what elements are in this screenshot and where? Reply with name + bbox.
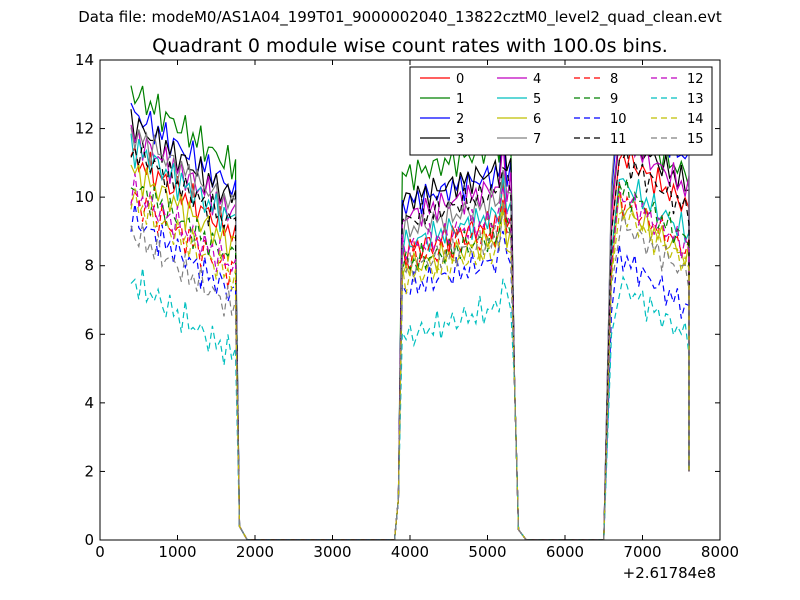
x-tick-label: 5000 [468,543,506,561]
figure-suptitle: Data file: modeM0/AS1A04_199T01_90000020… [78,8,722,26]
series-line-14 [130,188,690,540]
y-tick-label: 6 [84,325,94,343]
x-offset-label: +2.61784e8 [623,564,716,582]
legend-label: 13 [687,92,704,107]
legend-label: 14 [687,112,704,127]
x-tick-label: 6000 [546,543,584,561]
legend-label: 7 [533,132,541,147]
legend-label: 0 [456,72,464,87]
legend-label: 12 [687,72,704,87]
legend-label: 15 [687,132,704,147]
legend-label: 6 [533,112,541,127]
legend-box [409,66,713,156]
y-tick-label: 0 [84,531,94,549]
chart-title: Quadrant 0 module wise count rates with … [152,35,668,57]
y-tick-label: 2 [84,462,94,480]
series-line-9 [130,178,690,540]
legend-label: 4 [533,72,541,87]
legend-label: 5 [533,92,541,107]
legend-label: 2 [456,112,464,127]
legend-label: 1 [456,92,464,107]
legend-label: 10 [610,112,627,127]
y-tick-label: 4 [84,394,94,412]
x-tick-label: 0 [95,543,105,561]
y-tick-label: 10 [75,188,94,206]
series-line-8 [130,181,690,540]
legend-label: 3 [456,132,464,147]
y-tick-label: 8 [84,257,94,275]
legend-label: 11 [610,132,627,147]
legend-label: 9 [610,92,618,107]
axes-layer: 0 1000 2000 3000 4000 5000 6000 7000 80000246810… [75,51,739,561]
series-line-15 [130,202,690,540]
x-tick-label: 4000 [391,543,429,561]
series-line-12 [130,173,690,540]
x-tick-label: 8000 [701,543,739,561]
y-tick-label: 12 [75,120,94,138]
series-line-11 [130,142,690,540]
x-tick-label: 1000 [158,543,196,561]
x-tick-label: 7000 [623,543,661,561]
legend-label: 8 [610,72,618,87]
series-line-5 [130,133,690,540]
x-tick-label: 3000 [313,543,351,561]
x-tick-label: 2000 [236,543,274,561]
y-tick-label: 14 [75,51,94,69]
